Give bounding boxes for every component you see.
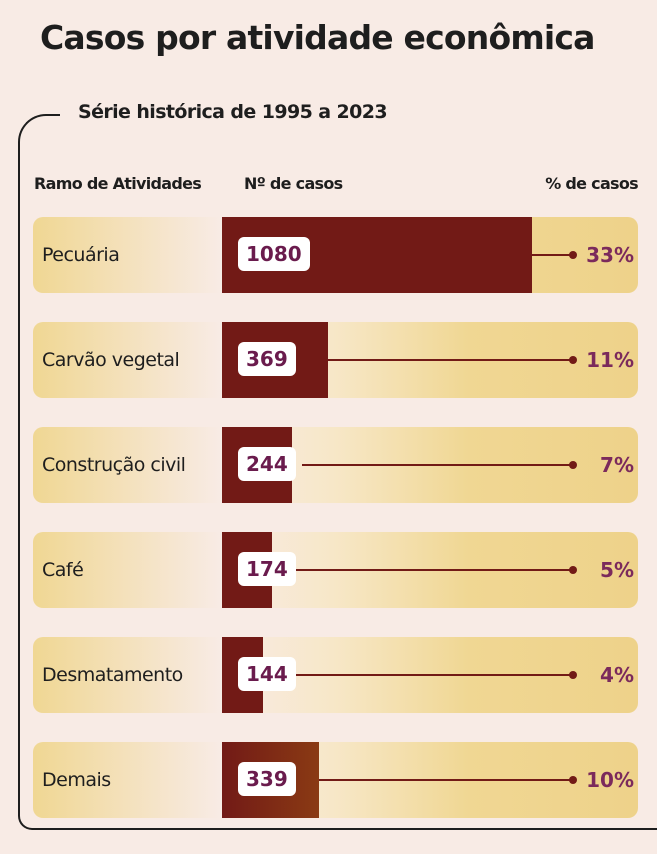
percent-label: 10% (586, 768, 634, 792)
percent-label: 4% (600, 663, 634, 687)
leader-line (302, 464, 573, 466)
leader-dot (569, 776, 577, 784)
percent-label: 5% (600, 558, 634, 582)
value-label: 1080 (238, 237, 310, 271)
leader-dot (569, 251, 577, 259)
bar-row: Desmatamento 144 4% (33, 637, 638, 713)
header-percent: % de casos (545, 174, 639, 193)
value-label: 144 (238, 657, 296, 691)
category-label: Pecuária (42, 244, 120, 266)
category-label: Carvão vegetal (42, 349, 180, 371)
leader-line (532, 254, 573, 256)
percent-label: 7% (600, 453, 634, 477)
bar-row: Café 174 5% (33, 532, 638, 608)
header-count: Nº de casos (244, 174, 343, 193)
value-label: 174 (238, 552, 296, 586)
leader-line (292, 569, 573, 571)
percent-label: 33% (586, 243, 634, 267)
leader-dot (569, 671, 577, 679)
leader-line (292, 674, 573, 676)
chart-subtitle: Série histórica de 1995 a 2023 (78, 101, 388, 123)
value-label: 369 (238, 342, 296, 376)
leader-line (319, 779, 573, 781)
category-label: Demais (42, 769, 111, 791)
value-label: 244 (238, 447, 296, 481)
value-label: 339 (238, 762, 296, 796)
bar-row: Construção civil 244 7% (33, 427, 638, 503)
percent-label: 11% (586, 348, 634, 372)
leader-dot (569, 566, 577, 574)
bar-row: Demais 339 10% (33, 742, 638, 818)
leader-dot (569, 461, 577, 469)
leader-dot (569, 356, 577, 364)
category-label: Desmatamento (42, 664, 183, 686)
category-label: Café (42, 559, 84, 581)
leader-line (327, 359, 573, 361)
bar-row: Pecuária 1080 33% (33, 217, 638, 293)
header-activity: Ramo de Atividades (34, 174, 202, 193)
category-label: Construção civil (42, 454, 186, 476)
bar-row: Carvão vegetal 369 11% (33, 322, 638, 398)
chart-title: Casos por atividade econômica (40, 18, 595, 57)
